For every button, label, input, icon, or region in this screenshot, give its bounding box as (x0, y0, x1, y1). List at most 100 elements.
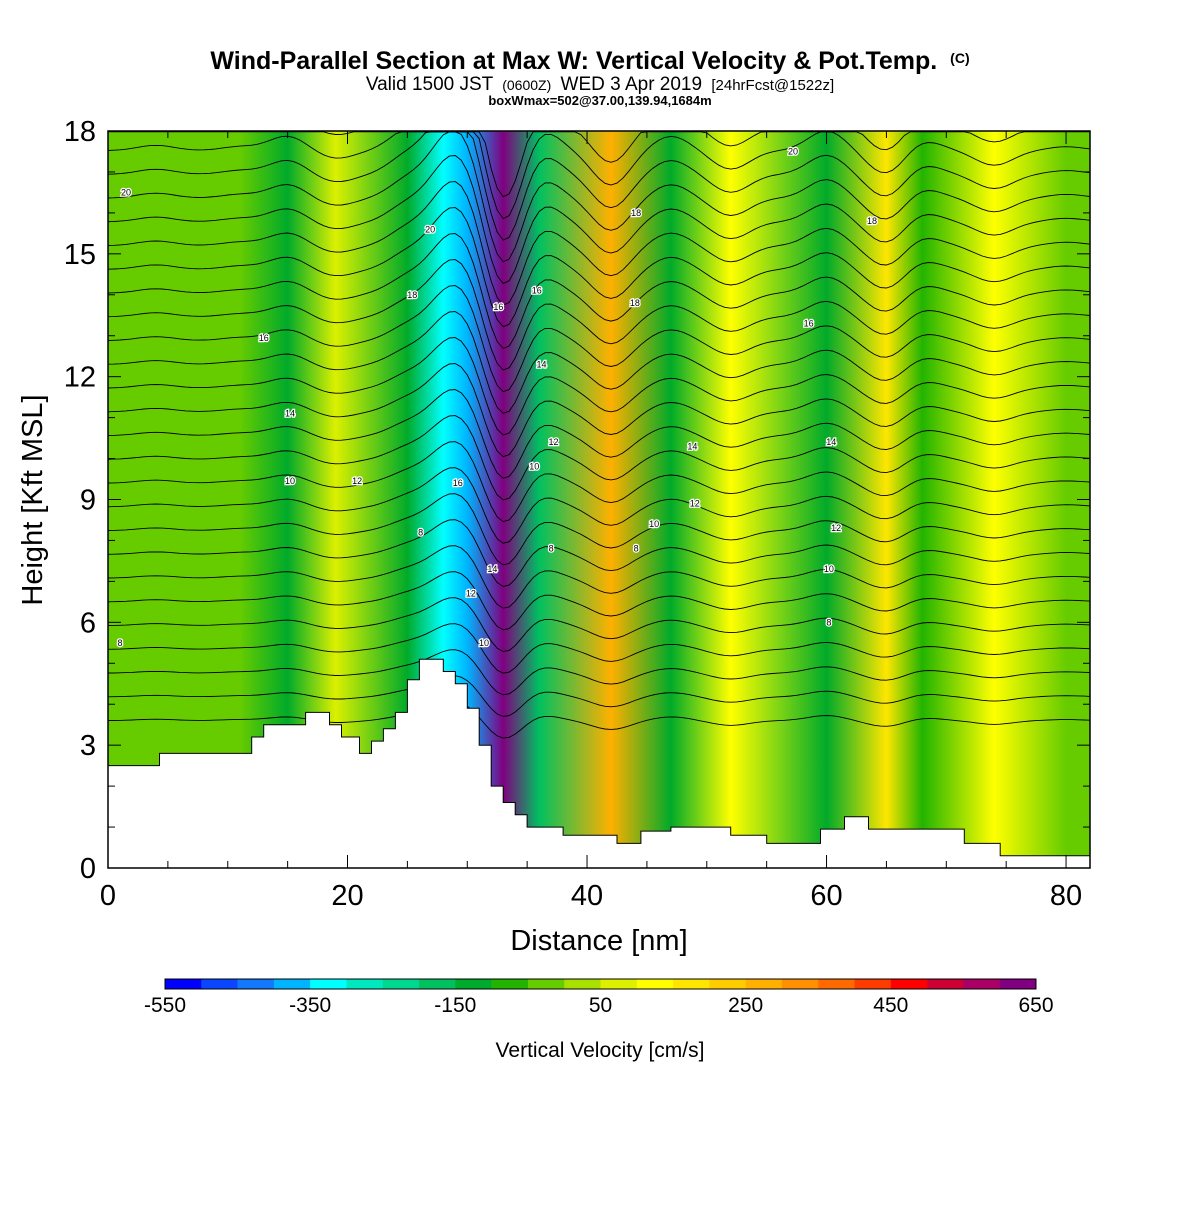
colorbar-tick-label: 50 (589, 994, 612, 1017)
contour-label: 8 (634, 544, 639, 554)
colorbar-swatch (201, 979, 238, 989)
colorbar-tick-label: -550 (144, 994, 186, 1017)
x-tick-label: 60 (810, 880, 842, 912)
contour-label: 12 (352, 476, 362, 486)
theta-contour-line (107, 389, 1091, 479)
contour-label: 12 (466, 589, 476, 599)
contour-label: 10 (479, 638, 489, 648)
theta-contour-line (107, 675, 1091, 717)
colorbar: -550 -350 -150 50 250 450 650 (144, 978, 1054, 1017)
contour-label: 20 (425, 224, 435, 234)
x-axis-label: Distance [nm] (510, 925, 687, 957)
contour-label: 16 (804, 318, 814, 328)
terrain (107, 658, 1091, 869)
colorbar-tick-label: 450 (873, 994, 908, 1017)
colorbar-tick-label: 250 (728, 994, 763, 1017)
y-axis-label: Height [Kft MSL] (17, 394, 49, 605)
colorbar-label: Vertical Velocity [cm/s] (496, 1039, 705, 1062)
colorbar-swatch (564, 979, 601, 989)
colorbar-swatch (273, 979, 311, 989)
colorbar-tick-label: 650 (1018, 994, 1053, 1017)
colorbar-swatch (999, 979, 1037, 989)
contour-label: 16 (453, 478, 463, 488)
contour-label: 18 (407, 290, 417, 300)
colorbar-tick-label: -150 (434, 994, 476, 1017)
theta-contour-line (107, 337, 1091, 436)
colorbar-frame (164, 978, 1037, 990)
contour-labels: 20 8 16 14 10 12 20 18 8 16 16 14 12 10 16 14 12 10 8 18 18 1… (116, 145, 878, 649)
contour-label: 8 (117, 638, 122, 648)
chart-title-mark: (C) (950, 50, 969, 66)
contour-label: 10 (649, 519, 659, 529)
contour-label: 10 (529, 462, 539, 472)
chart-subtitle: Valid 1500 JST (0600Z) WED 3 Apr 2019 [2… (366, 74, 834, 95)
theta-contour-line (107, 363, 1091, 458)
theta-contour-line (107, 233, 1091, 349)
colorbar-swatch (709, 979, 746, 989)
theta-contour-line (107, 571, 1091, 631)
theta-contour-line (107, 467, 1091, 544)
colorbar-swatch (927, 979, 964, 989)
x-tick-label: 0 (100, 880, 116, 912)
contour-label: 18 (631, 208, 641, 218)
y-tick-label: 3 (80, 730, 96, 762)
contour-label: 10 (285, 476, 295, 486)
theta-contour-line (107, 519, 1091, 587)
contour-label: 8 (418, 527, 423, 537)
colorbar-swatch (673, 979, 710, 989)
contour-label: 14 (487, 564, 497, 574)
contour-label: 14 (536, 359, 546, 369)
chart-subtitle-2: boxWmax=502@37.00,139.94,1684m (488, 93, 711, 108)
colorbar-swatch (237, 979, 275, 989)
contour-label: 20 (121, 187, 131, 197)
y-tick-label: 9 (80, 485, 96, 517)
theta-contour-line (107, 207, 1091, 328)
theta-contour-line (107, 415, 1091, 501)
colorbar-swatch (963, 979, 1001, 989)
x-tick-label: 40 (571, 880, 603, 912)
x-tick-label: 80 (1050, 880, 1082, 912)
colorbar-swatch (382, 979, 420, 989)
theta-contour-line (107, 285, 1091, 393)
theta-contour-line (107, 131, 1091, 241)
contour-label: 16 (493, 302, 503, 312)
theta-contour-line (107, 545, 1091, 609)
colorbar-swatch (491, 979, 529, 989)
colorbar-tick-label: -350 (289, 994, 331, 1017)
colorbar-swatch (455, 979, 492, 989)
y-tick-label: 15 (64, 239, 96, 271)
plot-area: 20 8 16 14 10 12 20 18 8 16 16 14 12 10 16 14 12 10 8 18 18 1… (107, 130, 1091, 869)
subtitle-forecast: [24hrFcst@1522z] (711, 77, 834, 94)
y-tick-label: 18 (64, 116, 96, 148)
contour-label: 8 (549, 544, 554, 554)
colorbar-swatch (890, 979, 928, 989)
colorbar-swatch (346, 979, 384, 989)
contour-label: 18 (867, 216, 877, 226)
x-axis: 0 20 40 60 80 (100, 131, 1082, 912)
theta-contour-line (107, 623, 1091, 674)
colorbar-swatch (745, 979, 783, 989)
contour-label: 14 (285, 409, 295, 419)
theta-contour-line (107, 311, 1091, 414)
theta-contour-line (107, 181, 1091, 306)
contour-label: 12 (548, 437, 558, 447)
contour-label: 14 (687, 441, 697, 451)
x-tick-label: 20 (331, 880, 363, 912)
theta-contour-line (107, 259, 1091, 371)
colorbar-swatch (419, 979, 456, 989)
contour-label: 12 (690, 499, 700, 509)
theta-contour-line (108, 701, 1091, 739)
theta-contour-line (107, 441, 1091, 523)
contour-label: 12 (831, 523, 841, 533)
subtitle-date: WED 3 Apr 2019 (561, 74, 703, 95)
y-axis: 0 3 6 9 12 15 18 (64, 116, 1090, 885)
y-tick-label: 0 (80, 853, 96, 885)
colorbar-swatch (636, 979, 674, 989)
theta-contours (107, 131, 1091, 739)
chart-title-main: Wind-Parallel Section at Max W: Vertical… (210, 47, 937, 75)
subtitle-valid: Valid 1500 JST (366, 74, 494, 95)
y-tick-label: 6 (80, 607, 96, 639)
colorbar-swatch (854, 979, 892, 989)
